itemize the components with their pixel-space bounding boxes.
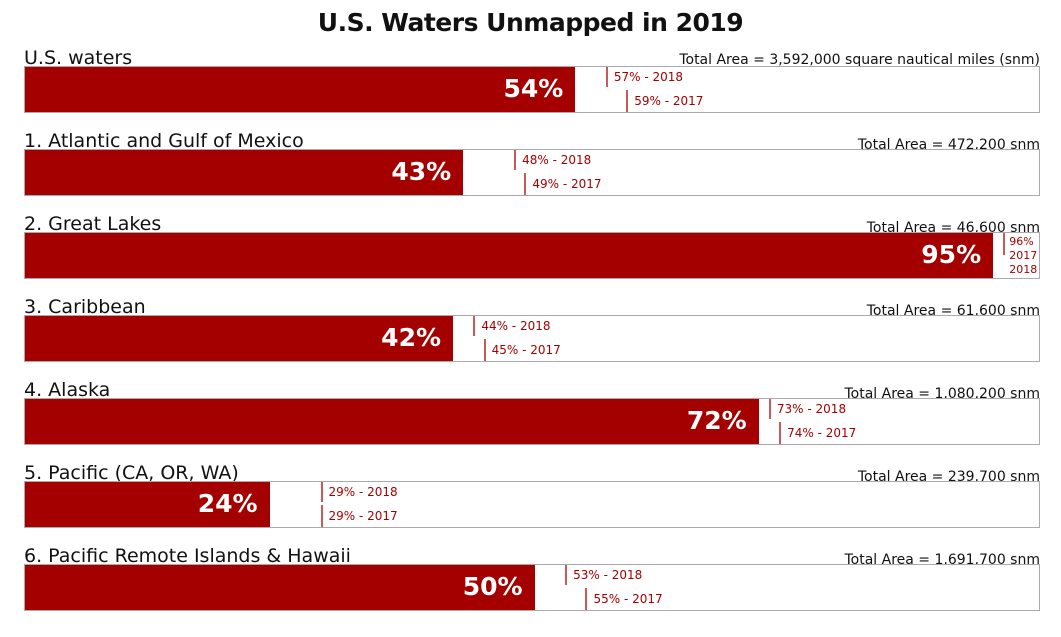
bar-track: 43% 48% - 2018 49% - 2017 — [24, 149, 1040, 196]
marker-2017 — [779, 422, 782, 444]
marker-2017 — [320, 505, 323, 527]
bar-fill — [25, 316, 453, 361]
category-label: 3. Caribbean — [24, 296, 146, 318]
marker-label-2017: 59% - 2017 — [634, 94, 704, 108]
bar-row: 2. Great Lakes Total Area = 46,600 snm 95%… — [24, 213, 1040, 293]
value-label: 72% — [686, 406, 747, 435]
bar-row: 3. Caribbean Total Area = 61,600 snm 42% 44… — [24, 296, 1040, 376]
category-label: 6. Pacific Remote Islands & Hawaii — [24, 545, 351, 567]
chart-title: U.S. Waters Unmapped in 2019 — [317, 8, 744, 37]
marker-label-2018: 48% - 2018 — [522, 153, 592, 167]
marker-label-2017: 45% - 2017 — [491, 343, 561, 357]
bar-fill — [25, 482, 270, 527]
value-label: 43% — [391, 157, 452, 186]
category-label: 1. Atlantic and Gulf of Mexico — [24, 130, 304, 152]
bar-track: 50% 53% - 2018 55% - 2017 — [24, 564, 1040, 611]
value-label: 24% — [197, 489, 258, 518]
value-label: 54% — [503, 74, 564, 103]
bar-row: U.S. waters Total Area = 3,592,000 square… — [24, 47, 1040, 127]
value-label: 50% — [462, 572, 523, 601]
marker-2018 — [320, 482, 323, 502]
bar-track: 42% 44% - 2018 45% - 2017 — [24, 315, 1040, 362]
bar-row: 1. Atlantic and Gulf of Mexico Total Area… — [24, 130, 1040, 210]
value-label: 95% — [921, 240, 982, 269]
marker-2017 — [524, 173, 527, 195]
marker-2017 — [483, 339, 486, 361]
marker-label-2017: 74% - 2017 — [787, 426, 857, 440]
marker-label-2017: 29% - 2017 — [328, 509, 398, 523]
bar-fill — [25, 399, 759, 444]
marker-label-2018: 44% - 2018 — [481, 319, 551, 333]
marker-2018 — [473, 316, 476, 336]
marker-label-2018: 29% - 2018 — [328, 485, 398, 499]
marker-label: 2018 — [1009, 263, 1038, 276]
marker-label-2017: 49% - 2017 — [532, 177, 602, 191]
bar-row: 6. Pacific Remote Islands & Hawaii Total … — [24, 545, 1040, 625]
marker-label-2018: 57% - 2018 — [613, 70, 684, 84]
marker-label: 2017 — [1009, 249, 1038, 262]
marker-2018 — [514, 150, 517, 170]
category-label: U.S. waters — [24, 47, 133, 69]
bar-track: 54% 57% - 2018 59% - 2017 — [24, 66, 1040, 113]
marker-label: 96% — [1009, 235, 1034, 248]
bar-fill — [25, 67, 576, 112]
marker-2017 — [626, 90, 629, 112]
marker-label-2018: 53% - 2018 — [573, 568, 643, 582]
marker-label-2018: 73% - 2018 — [776, 402, 847, 416]
bar-row: 4. Alaska Total Area = 1,080,200 snm 72% 73… — [24, 379, 1040, 459]
bar-row: 5. Pacific (CA, OR, WA) Total Area = 239,… — [24, 462, 1040, 542]
bar-track: 95% 96% 2017 2018 — [24, 232, 1040, 279]
marker-2018 — [605, 67, 608, 87]
category-label: 5. Pacific (CA, OR, WA) — [24, 462, 239, 484]
bar-fill — [25, 150, 464, 195]
marker-2018 — [1003, 233, 1006, 255]
bar-fill — [25, 565, 535, 610]
marker-2018 — [768, 399, 771, 419]
bar-fill — [25, 233, 994, 278]
marker-2018 — [565, 565, 568, 585]
bar-track: 24% 29% - 2018 29% - 2017 — [24, 481, 1040, 528]
category-label: 2. Great Lakes — [24, 213, 162, 235]
marker-label-2017: 55% - 2017 — [593, 592, 663, 606]
marker-2017 — [585, 588, 588, 610]
total-area-label: Total Area = 3,592,000 square nautical m… — [679, 52, 1040, 68]
value-label: 42% — [381, 323, 442, 352]
bar-track: 72% 73% - 2018 74% - 2017 — [24, 398, 1040, 445]
category-label: 4. Alaska — [24, 379, 111, 401]
